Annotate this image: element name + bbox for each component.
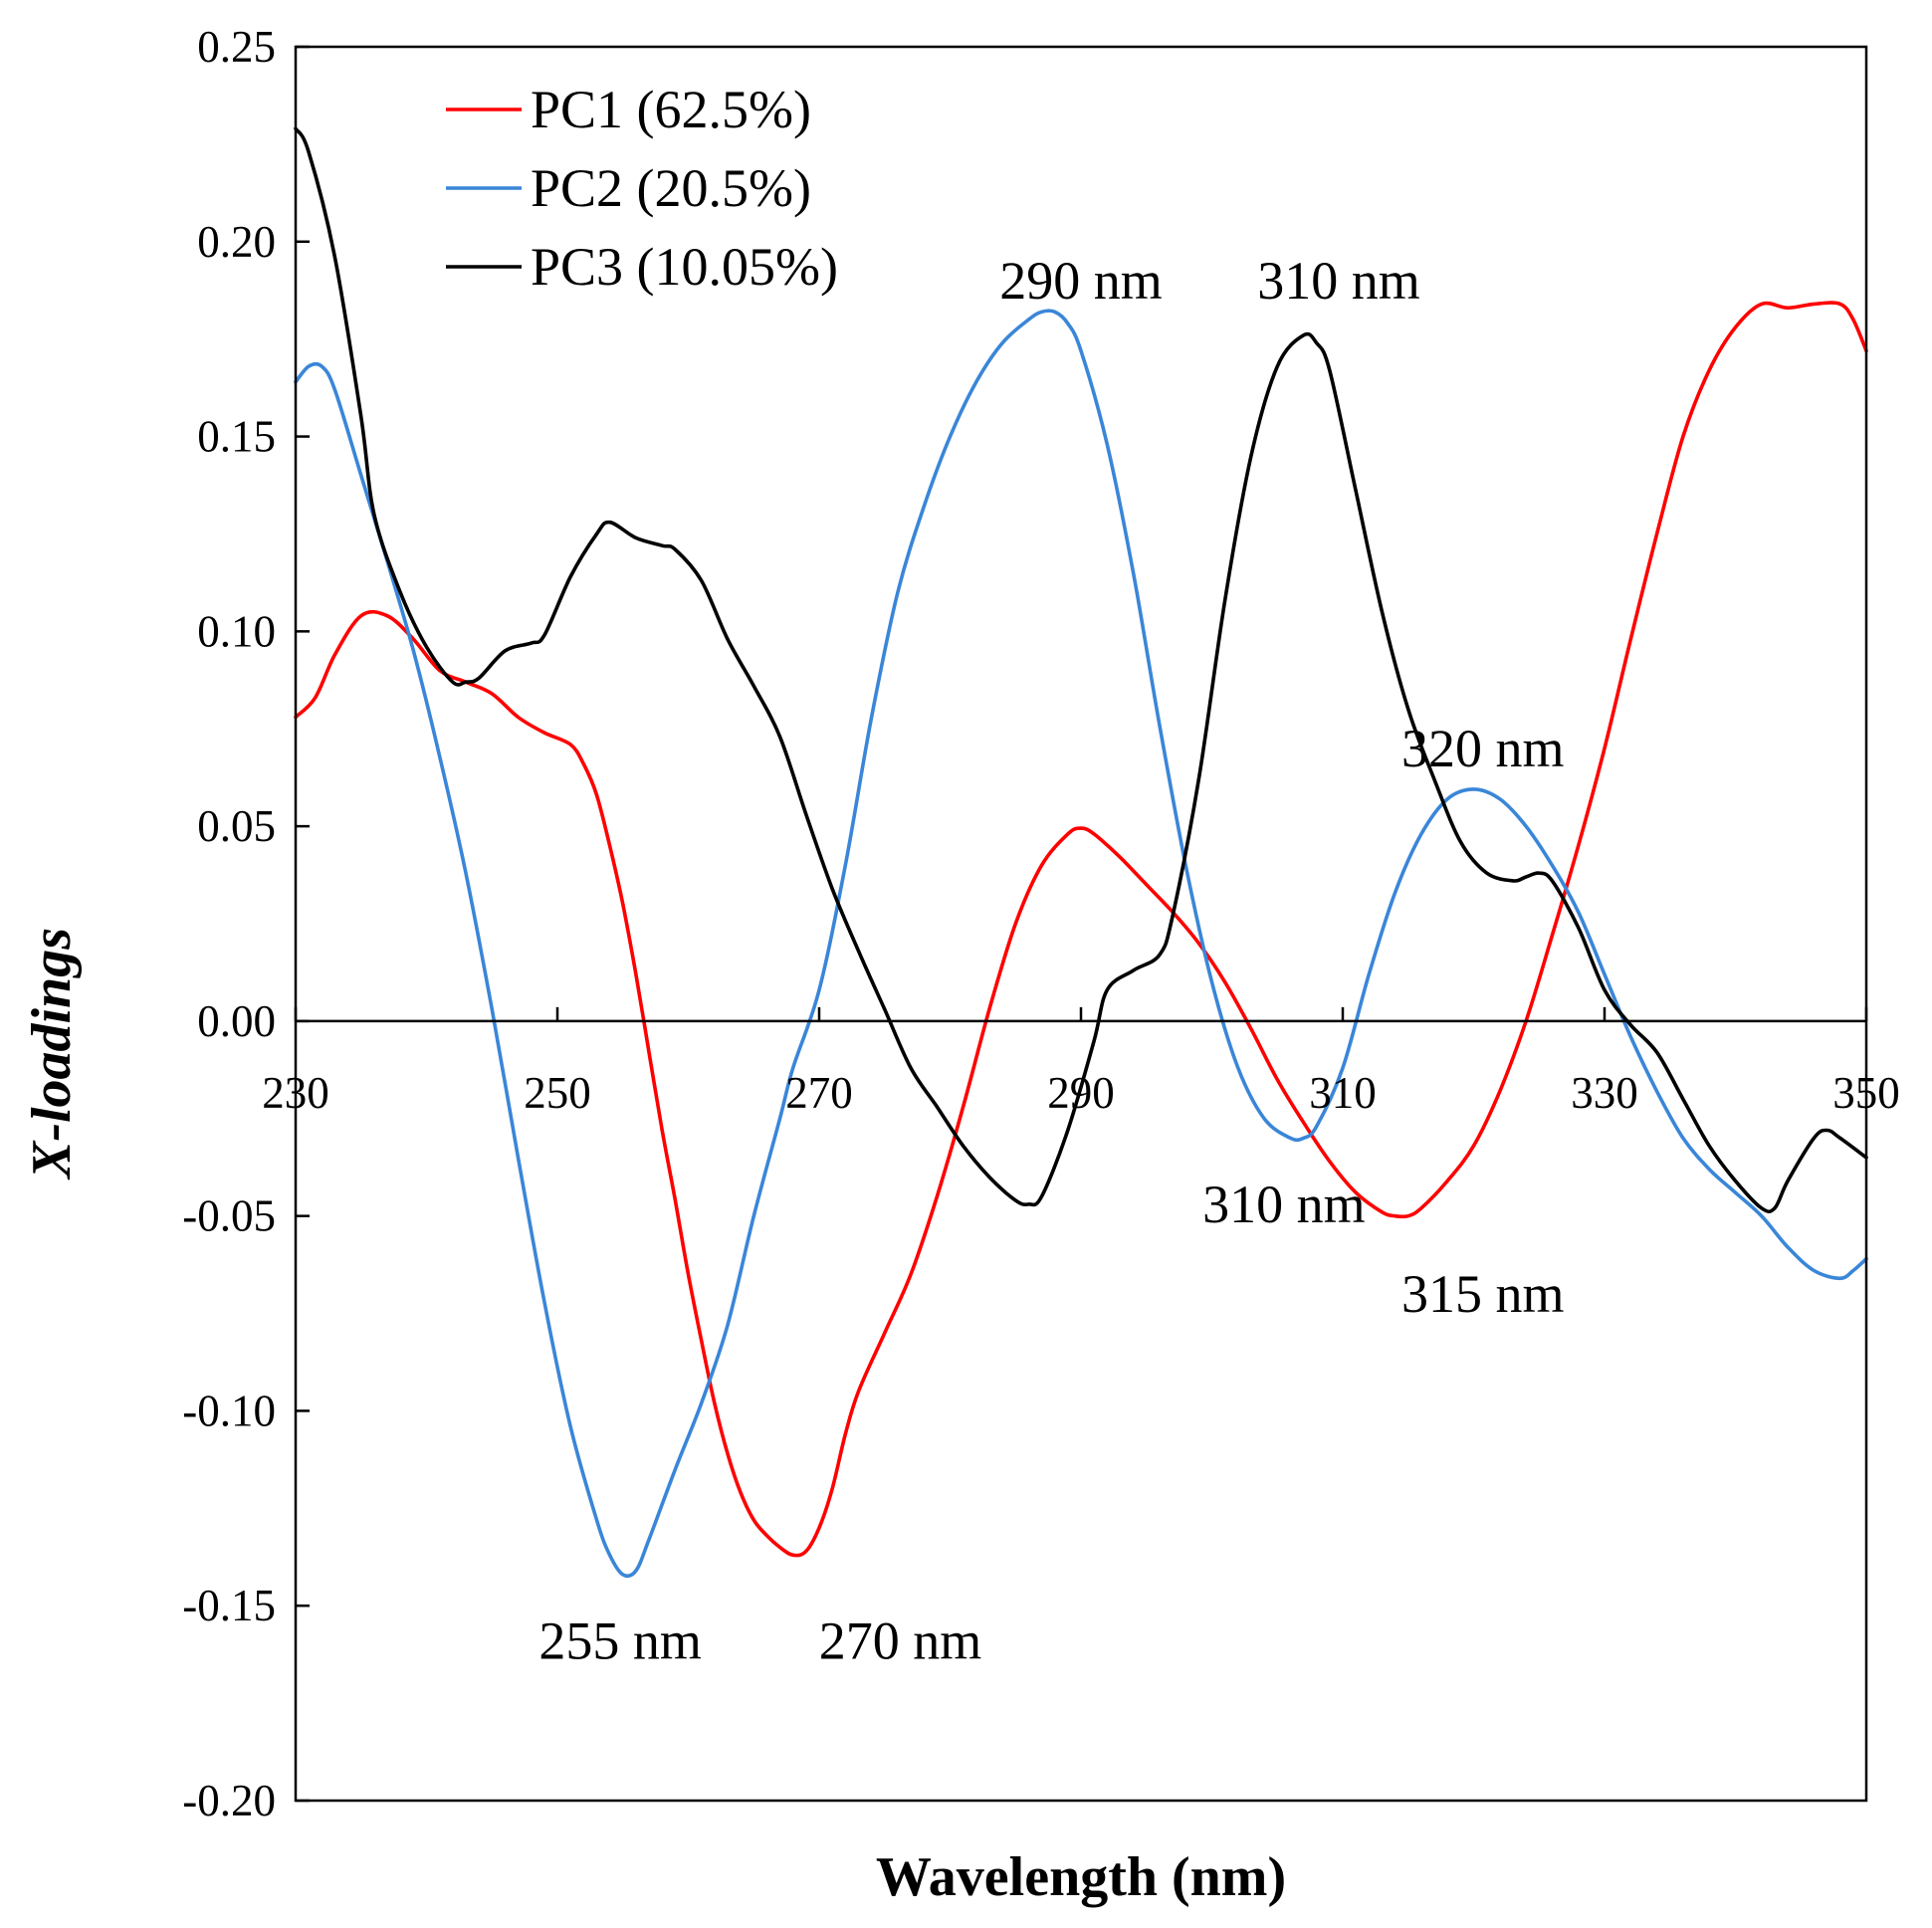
x-tick-label: 250 <box>524 1068 591 1118</box>
x-tick-label: 330 <box>1571 1068 1638 1118</box>
y-tick-label: 0.10 <box>197 606 276 656</box>
y-tick-label: -0.05 <box>182 1191 276 1241</box>
annotations: 290 nm 310 nm 320 nm 310 nm 315 nm 255 nm 270 … <box>538 251 1564 1671</box>
x-axis-label: Wavelength (nm) <box>876 1846 1286 1908</box>
peak-annotation: 310 nm <box>1202 1175 1366 1234</box>
y-tick-label: 0.05 <box>197 801 276 851</box>
peak-annotation: 290 nm <box>999 251 1163 311</box>
y-tick-label: 0.25 <box>197 22 276 72</box>
legend-label-pc2: PC2 (20.5%) <box>531 158 811 218</box>
legend-label-pc3: PC3 (10.05%) <box>531 237 838 297</box>
series-line-pc2 <box>294 309 1868 1579</box>
y-tick-label: 0.00 <box>197 996 276 1046</box>
y-tick-label: -0.10 <box>182 1386 276 1435</box>
y-tick-label: 0.15 <box>197 412 276 462</box>
plot-area-frame <box>294 45 1868 1803</box>
peak-annotation: 320 nm <box>1401 719 1565 778</box>
y-tick-label: -0.20 <box>182 1776 276 1825</box>
x-axis-ticks: 230 250 270 290 310 330 350 <box>262 1006 1900 1118</box>
y-axis-label: X-loadings <box>21 928 83 1180</box>
x-tick-label: 230 <box>262 1068 329 1118</box>
peak-annotation: 310 nm <box>1257 251 1420 311</box>
x-tick-label: 290 <box>1047 1068 1115 1118</box>
peak-annotation: 255 nm <box>538 1610 702 1670</box>
x-tick-label: 310 <box>1309 1068 1377 1118</box>
x-tick-label: 350 <box>1832 1068 1900 1118</box>
series-line-pc1 <box>294 301 1868 1558</box>
y-axis-ticks: 0.25 0.20 0.15 0.10 0.05 0.00 -0.05 -0.10 -0.15 -… <box>182 22 310 1825</box>
y-tick-label: 0.20 <box>197 217 276 267</box>
y-tick-label: -0.15 <box>182 1581 276 1630</box>
legend-label-pc1: PC1 (62.5%) <box>531 80 811 139</box>
legend: PC1 (62.5%) PC2 (20.5%) PC3 (10.05%) <box>446 80 838 297</box>
peak-annotation: 270 nm <box>819 1610 982 1670</box>
x-tick-label: 270 <box>785 1068 853 1118</box>
series-line-pc3 <box>294 126 1868 1214</box>
plot-lines <box>294 126 1868 1579</box>
peak-annotation: 315 nm <box>1401 1264 1565 1324</box>
